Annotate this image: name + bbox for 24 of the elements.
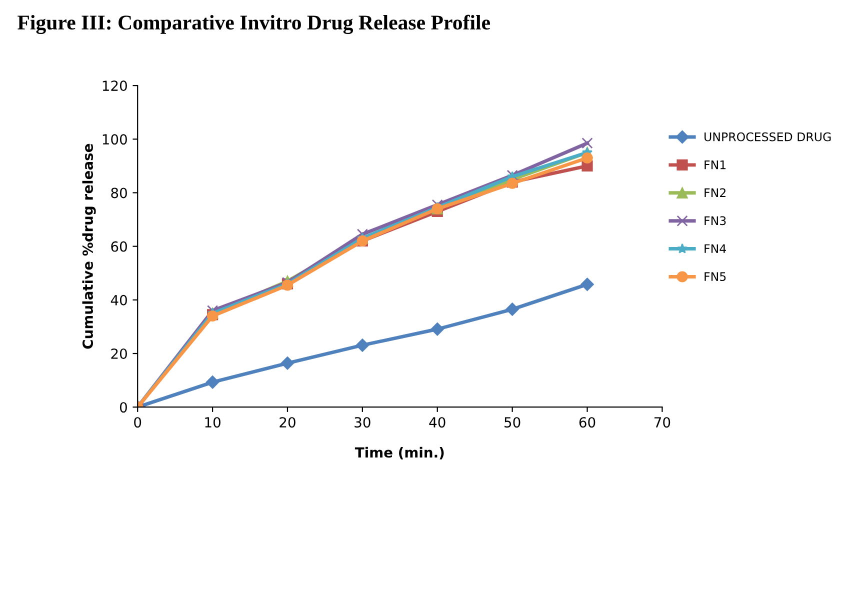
y-tick-label: 120: [102, 80, 127, 92]
y-tick-label: 100: [102, 134, 127, 145]
chart-title: Figure III: Comparative Invitro Drug Release Profile: [18, 14, 490, 34]
x-tick-label: 10: [205, 417, 220, 428]
legend-label: FN3: [704, 216, 726, 226]
y-axis-title: Cumulative %drug release: [82, 144, 96, 349]
x-tick-label: 40: [429, 417, 446, 428]
x-tick-label: 30: [354, 417, 370, 428]
legend-label: UNPROCESSED DRUG: [704, 132, 831, 142]
x-tick-label: 0: [134, 417, 142, 428]
y-tick-label: 20: [111, 348, 127, 359]
y-tick-label: 60: [111, 241, 127, 252]
x-tick-label: 70: [654, 417, 670, 428]
legend-label: FN1: [704, 160, 726, 170]
x-axis-title: Time (min.): [354, 446, 444, 460]
x-tick-label: 20: [280, 417, 296, 428]
legend-label: FN2: [704, 188, 726, 198]
legend-label: FN4: [704, 244, 726, 253]
y-tick-label: 80: [111, 188, 127, 198]
y-tick-label: 40: [110, 294, 127, 306]
x-tick-label: 50: [504, 417, 520, 428]
x-tick-label: 60: [579, 417, 596, 428]
y-tick-label: 0: [120, 402, 127, 413]
legend-label: FN5: [704, 272, 726, 282]
